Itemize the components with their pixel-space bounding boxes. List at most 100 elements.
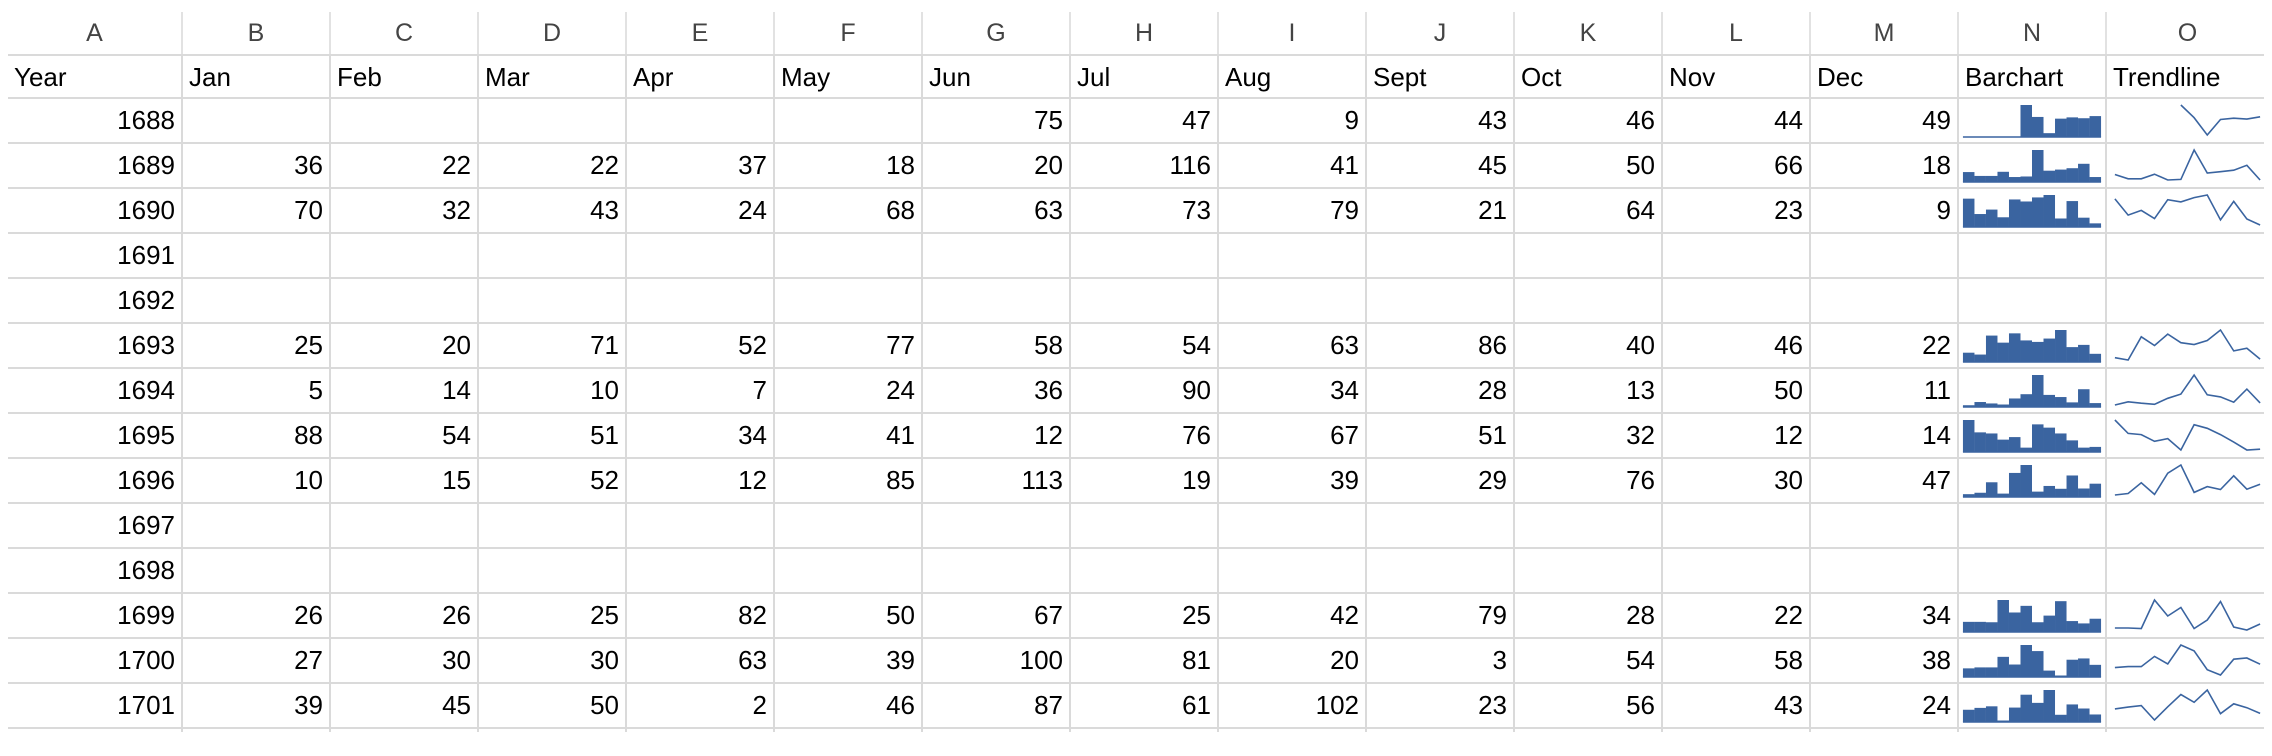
barchart-cell[interactable] <box>1959 189 2107 232</box>
year-cell[interactable]: 1689 <box>8 144 183 187</box>
value-cell[interactable]: 9 <box>1219 99 1367 142</box>
value-cell[interactable] <box>1663 234 1811 277</box>
value-cell[interactable]: 63 <box>1219 324 1367 367</box>
value-cell[interactable]: 41 <box>1663 729 1811 732</box>
barchart-cell[interactable] <box>1959 504 2107 547</box>
year-cell[interactable]: 1699 <box>8 594 183 637</box>
value-cell[interactable] <box>1663 504 1811 547</box>
value-cell[interactable]: 41 <box>331 729 479 732</box>
value-cell[interactable]: 54 <box>331 414 479 457</box>
value-cell[interactable]: 22 <box>1663 594 1811 637</box>
header-cell-jul[interactable]: Jul <box>1071 54 1219 97</box>
trendline-cell[interactable] <box>2107 324 2264 367</box>
value-cell[interactable]: 52 <box>627 324 775 367</box>
value-cell[interactable]: 2 <box>627 684 775 727</box>
value-cell[interactable]: 18 <box>1811 144 1959 187</box>
header-cell-trendline[interactable]: Trendline <box>2107 54 2264 97</box>
value-cell[interactable]: 52 <box>479 459 627 502</box>
value-cell[interactable] <box>1071 504 1219 547</box>
barchart-cell[interactable] <box>1959 594 2107 637</box>
year-cell[interactable]: 1691 <box>8 234 183 277</box>
value-cell[interactable] <box>1219 234 1367 277</box>
header-cell-feb[interactable]: Feb <box>331 54 479 97</box>
year-cell[interactable]: 1700 <box>8 639 183 682</box>
barchart-cell[interactable] <box>1959 324 2107 367</box>
value-cell[interactable]: 26 <box>331 594 479 637</box>
year-cell[interactable]: 1694 <box>8 369 183 412</box>
value-cell[interactable] <box>1219 279 1367 322</box>
value-cell[interactable]: 34 <box>1219 369 1367 412</box>
trendline-cell[interactable] <box>2107 504 2264 547</box>
value-cell[interactable]: 11 <box>1811 369 1959 412</box>
value-cell[interactable] <box>1515 234 1663 277</box>
value-cell[interactable]: 28 <box>1515 594 1663 637</box>
value-cell[interactable]: 64 <box>1515 189 1663 232</box>
trendline-cell[interactable] <box>2107 99 2264 142</box>
value-cell[interactable]: 41 <box>1219 144 1367 187</box>
barchart-cell[interactable] <box>1959 459 2107 502</box>
value-cell[interactable]: 12 <box>627 459 775 502</box>
value-cell[interactable]: 54 <box>1515 639 1663 682</box>
value-cell[interactable] <box>331 504 479 547</box>
value-cell[interactable]: 50 <box>775 594 923 637</box>
value-cell[interactable]: 45 <box>331 684 479 727</box>
value-cell[interactable] <box>1663 549 1811 592</box>
header-cell-apr[interactable]: Apr <box>627 54 775 97</box>
trendline-cell[interactable] <box>2107 144 2264 187</box>
value-cell[interactable]: 81 <box>1071 639 1219 682</box>
value-cell[interactable]: 46 <box>1515 99 1663 142</box>
value-cell[interactable]: 18 <box>775 144 923 187</box>
value-cell[interactable]: 27 <box>183 639 331 682</box>
value-cell[interactable]: 49 <box>1811 99 1959 142</box>
trendline-cell[interactable] <box>2107 414 2264 457</box>
value-cell[interactable]: 56 <box>1515 684 1663 727</box>
value-cell[interactable] <box>331 99 479 142</box>
value-cell[interactable] <box>627 549 775 592</box>
column-header-a[interactable]: A <box>8 12 183 54</box>
column-header-k[interactable]: K <box>1515 12 1663 54</box>
trendline-cell[interactable] <box>2107 549 2264 592</box>
value-cell[interactable]: 43 <box>1367 99 1515 142</box>
barchart-cell[interactable] <box>1959 234 2107 277</box>
header-cell-dec[interactable]: Dec <box>1811 54 1959 97</box>
year-cell[interactable]: 1688 <box>8 99 183 142</box>
column-header-c[interactable]: C <box>331 12 479 54</box>
value-cell[interactable] <box>1515 549 1663 592</box>
value-cell[interactable]: 34 <box>1811 594 1959 637</box>
value-cell[interactable]: 21 <box>479 729 627 732</box>
value-cell[interactable]: 25 <box>1071 594 1219 637</box>
value-cell[interactable]: 90 <box>1071 369 1219 412</box>
value-cell[interactable]: 24 <box>775 369 923 412</box>
value-cell[interactable]: 36 <box>183 144 331 187</box>
value-cell[interactable]: 50 <box>1515 144 1663 187</box>
value-cell[interactable]: 42 <box>1219 594 1367 637</box>
value-cell[interactable] <box>1811 234 1959 277</box>
barchart-cell[interactable] <box>1959 684 2107 727</box>
value-cell[interactable]: 26 <box>183 594 331 637</box>
value-cell[interactable]: 14 <box>1811 414 1959 457</box>
value-cell[interactable]: 70 <box>183 189 331 232</box>
value-cell[interactable]: 10 <box>183 459 331 502</box>
value-cell[interactable] <box>331 234 479 277</box>
value-cell[interactable]: 67 <box>923 594 1071 637</box>
column-header-d[interactable]: D <box>479 12 627 54</box>
value-cell[interactable]: 67 <box>1219 414 1367 457</box>
value-cell[interactable]: 71 <box>479 324 627 367</box>
value-cell[interactable]: 40 <box>1515 324 1663 367</box>
value-cell[interactable] <box>923 504 1071 547</box>
value-cell[interactable]: 39 <box>183 684 331 727</box>
value-cell[interactable] <box>1811 504 1959 547</box>
value-cell[interactable]: 50 <box>1663 369 1811 412</box>
value-cell[interactable]: 13 <box>775 729 923 732</box>
value-cell[interactable]: 86 <box>1367 324 1515 367</box>
value-cell[interactable]: 24 <box>627 189 775 232</box>
year-cell[interactable]: 1695 <box>8 414 183 457</box>
value-cell[interactable] <box>331 549 479 592</box>
value-cell[interactable]: 42 <box>183 729 331 732</box>
value-cell[interactable]: 32 <box>1515 414 1663 457</box>
value-cell[interactable] <box>183 99 331 142</box>
value-cell[interactable]: 79 <box>1367 594 1515 637</box>
trendline-cell[interactable] <box>2107 684 2264 727</box>
barchart-cell[interactable] <box>1959 369 2107 412</box>
value-cell[interactable]: 61 <box>1071 684 1219 727</box>
